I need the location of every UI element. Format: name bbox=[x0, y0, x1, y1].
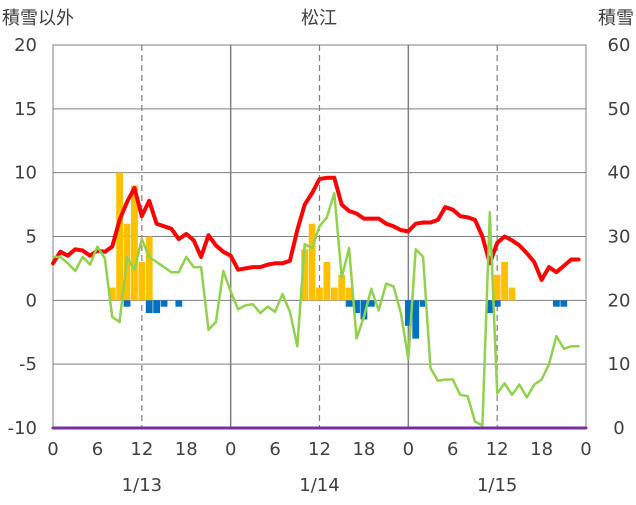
date-label: 1/15 bbox=[477, 475, 517, 496]
right-tick-label: 40 bbox=[608, 163, 631, 184]
right-tick-label: 60 bbox=[608, 35, 631, 56]
right-tick-label: 50 bbox=[608, 99, 631, 120]
chart-title: 松江 bbox=[301, 8, 337, 29]
bar bbox=[367, 300, 375, 307]
bar bbox=[153, 300, 161, 314]
bar bbox=[308, 223, 316, 301]
bar bbox=[160, 300, 168, 307]
bar bbox=[508, 287, 516, 301]
left-tick-label: 5 bbox=[26, 227, 37, 248]
bar bbox=[138, 262, 146, 301]
bar bbox=[108, 287, 116, 301]
bar bbox=[316, 287, 323, 301]
x-tick-label: 6 bbox=[92, 439, 103, 460]
x-tick-label: 0 bbox=[225, 439, 236, 460]
bar bbox=[353, 300, 360, 314]
x-tick-label: 0 bbox=[47, 439, 58, 460]
bar bbox=[501, 262, 508, 301]
bar bbox=[131, 185, 138, 301]
bar bbox=[493, 300, 501, 307]
right-tick-label: 20 bbox=[608, 290, 631, 311]
left-tick-label: 15 bbox=[14, 99, 37, 120]
date-label: 1/14 bbox=[299, 475, 339, 496]
bar bbox=[330, 287, 338, 301]
bar bbox=[486, 300, 494, 314]
x-tick-label: 0 bbox=[403, 439, 414, 460]
x-tick-label: 12 bbox=[308, 439, 331, 460]
bar bbox=[419, 300, 427, 307]
bar bbox=[412, 300, 420, 339]
x-tick-label: 12 bbox=[486, 439, 509, 460]
left-tick-label: 10 bbox=[14, 163, 37, 184]
line-layer bbox=[51, 175, 588, 430]
right-tick-label: 30 bbox=[608, 227, 631, 248]
x-tick-label: 6 bbox=[447, 439, 458, 460]
bar bbox=[338, 274, 346, 301]
x-tick-label: 18 bbox=[530, 439, 553, 460]
x-tick-label: 12 bbox=[130, 439, 153, 460]
right-tick-label: 0 bbox=[613, 418, 624, 439]
left-tick-label: 0 bbox=[26, 290, 37, 311]
left-tick-label: 20 bbox=[14, 35, 37, 56]
left-tick-label: -5 bbox=[19, 354, 37, 375]
bar bbox=[145, 300, 153, 314]
right-axis-label: 積雪 bbox=[598, 8, 634, 29]
bar bbox=[301, 249, 309, 301]
bar bbox=[404, 300, 412, 326]
bar bbox=[123, 300, 131, 307]
bar bbox=[175, 300, 183, 307]
date-label: 1/13 bbox=[122, 475, 162, 496]
series-line bbox=[51, 191, 580, 427]
left-axis-label: 積雪以外 bbox=[2, 8, 74, 29]
bar bbox=[560, 300, 568, 307]
bar bbox=[116, 172, 124, 301]
left-tick-label: -10 bbox=[8, 418, 37, 439]
x-tick-label: 18 bbox=[352, 439, 375, 460]
x-tick-label: 0 bbox=[580, 439, 591, 460]
bar bbox=[323, 262, 331, 301]
bar bbox=[552, 300, 560, 307]
right-tick-label: 10 bbox=[608, 354, 631, 375]
bar bbox=[493, 274, 501, 301]
bar bbox=[345, 300, 353, 307]
bar bbox=[360, 300, 368, 320]
bar bbox=[345, 287, 353, 301]
x-tick-label: 6 bbox=[269, 439, 280, 460]
bar bbox=[145, 236, 153, 301]
x-tick-label: 18 bbox=[175, 439, 198, 460]
